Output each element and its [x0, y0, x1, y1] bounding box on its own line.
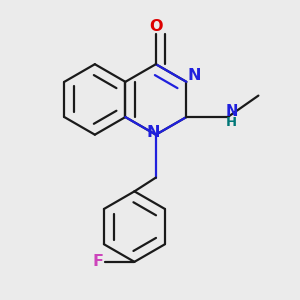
Text: N: N: [187, 68, 201, 82]
Text: O: O: [149, 19, 163, 34]
Text: H: H: [226, 116, 237, 129]
Text: N: N: [146, 125, 160, 140]
Text: N: N: [225, 104, 238, 119]
Text: F: F: [92, 254, 103, 269]
